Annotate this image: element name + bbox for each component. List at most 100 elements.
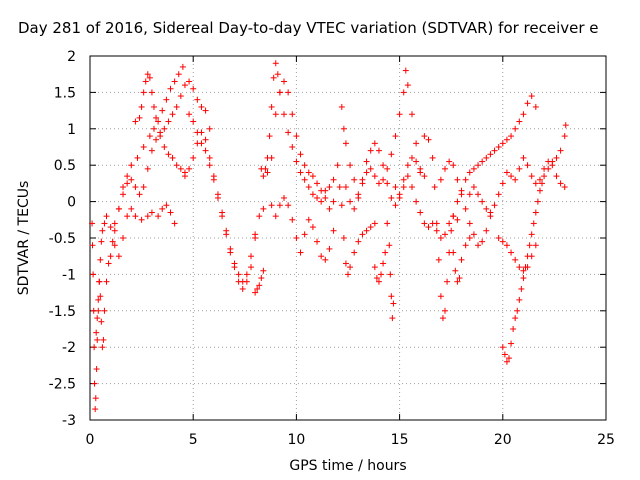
data-point — [340, 235, 347, 241]
data-point — [146, 74, 153, 81]
data-point — [444, 278, 451, 285]
x-tick-label: 5 — [189, 432, 198, 448]
data-point — [342, 260, 349, 267]
data-point — [520, 111, 527, 118]
data-point — [375, 180, 382, 187]
data-point — [330, 227, 337, 234]
data-point — [99, 344, 106, 351]
data-point — [270, 74, 277, 81]
data-point — [557, 147, 564, 154]
data-point — [437, 176, 444, 183]
data-point — [553, 154, 560, 161]
data-point — [235, 278, 242, 285]
data-point — [101, 220, 108, 227]
data-point — [338, 202, 345, 209]
y-tick-label: -2.5 — [49, 377, 76, 393]
y-tick-label: 0.5 — [54, 158, 76, 174]
data-point — [384, 165, 391, 172]
plot-frame — [89, 55, 607, 421]
data-point — [128, 205, 135, 212]
y-tick-label: -0.5 — [49, 231, 76, 247]
data-point — [400, 176, 407, 183]
data-point — [330, 176, 337, 183]
data-point — [150, 125, 157, 132]
data-point — [262, 165, 269, 172]
data-point — [157, 129, 164, 136]
data-point — [239, 285, 246, 292]
data-point — [367, 165, 374, 172]
data-point — [454, 198, 461, 205]
data-point — [532, 242, 539, 249]
data-point — [371, 264, 378, 271]
data-point — [206, 162, 213, 169]
x-axis-label: GPS time / hours — [289, 458, 406, 474]
data-point — [155, 213, 162, 220]
data-point — [153, 136, 160, 143]
data-point — [258, 275, 265, 282]
data-point — [289, 111, 296, 118]
data-point — [392, 184, 399, 191]
data-point — [392, 202, 399, 209]
data-point — [214, 194, 221, 201]
data-point — [243, 278, 250, 285]
data-point — [256, 282, 263, 289]
data-point — [93, 329, 100, 336]
data-point — [396, 111, 403, 118]
data-point — [94, 336, 101, 343]
data-point — [503, 169, 510, 176]
data-point — [562, 122, 569, 129]
data-point — [528, 231, 535, 238]
data-point — [289, 144, 296, 150]
data-point — [375, 147, 382, 154]
data-point — [522, 264, 529, 271]
data-point — [336, 184, 343, 191]
data-point — [101, 307, 108, 314]
data-point — [105, 260, 112, 267]
data-point — [210, 176, 217, 183]
data-point — [272, 60, 279, 67]
data-point — [516, 296, 523, 303]
data-point — [510, 326, 517, 332]
data-point — [297, 249, 304, 256]
data-point — [155, 118, 162, 125]
data-point — [89, 242, 96, 249]
data-point — [95, 307, 102, 314]
data-point — [92, 406, 99, 413]
data-point — [524, 100, 531, 107]
data-point — [351, 249, 358, 256]
data-point — [487, 209, 494, 216]
data-point — [347, 198, 354, 205]
data-point — [421, 173, 428, 180]
x-tick-label: 10 — [287, 432, 305, 448]
data-point — [268, 202, 275, 209]
data-point — [417, 165, 424, 172]
data-point — [167, 85, 174, 92]
data-point — [165, 118, 172, 125]
data-point — [198, 140, 205, 147]
data-point — [404, 162, 411, 169]
data-point — [190, 154, 197, 161]
data-point — [94, 315, 101, 322]
data-point — [186, 78, 193, 85]
data-point — [345, 271, 351, 278]
data-point — [140, 144, 147, 150]
data-point — [289, 216, 296, 223]
data-point — [235, 271, 242, 278]
data-point — [479, 238, 486, 245]
data-point — [301, 231, 308, 238]
data-point — [272, 213, 279, 220]
data-point — [305, 184, 312, 191]
data-point — [442, 231, 449, 238]
data-point — [539, 180, 546, 187]
data-point — [359, 176, 366, 183]
data-point — [524, 253, 531, 260]
data-point — [456, 275, 463, 282]
data-point — [138, 216, 145, 223]
data-point — [359, 231, 366, 238]
data-point — [355, 194, 362, 201]
data-point — [144, 165, 151, 172]
data-point — [367, 147, 374, 154]
data-point — [495, 191, 502, 198]
data-point — [429, 154, 436, 161]
data-point — [541, 173, 548, 180]
